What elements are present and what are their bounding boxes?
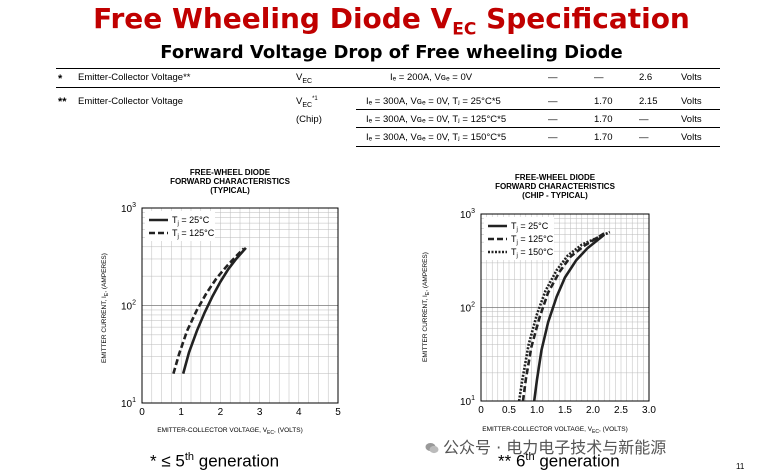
legend-label: Tj = 25°C [511,221,549,233]
min-cell: — [548,72,558,83]
typ-cell: 1.70 [594,114,613,125]
legend-box [145,211,215,241]
y-tick-label: 102 [460,302,475,315]
chart-subtitle: FORWARD CHARACTERISTICS [495,182,616,191]
wechat-icon [425,443,439,454]
footer-note-5th-gen: * ≤ 5th generation [150,451,280,471]
x-tick-label: 3.0 [642,405,656,416]
max-cell: 2.15 [639,96,658,107]
row-mark: ** [58,96,67,108]
y-tick-label: 101 [460,395,475,408]
typ-cell: — [594,72,604,83]
series-line [517,230,611,402]
chart-title: FREE-WHEEL DIODE [190,168,271,177]
plot-frame [480,213,650,402]
y-tick-label: 101 [121,397,136,410]
page-number: 11 [736,462,745,471]
chart-subtitle: FORWARD CHARACTERISTICS [170,177,291,186]
symbol-cell: VEC*1 [296,96,318,110]
param-cell: Emitter-Collector Voltage** [78,72,191,83]
series-line [181,247,247,374]
min-cell: — [548,96,558,107]
x-tick-label: 5 [335,407,341,418]
min-cell: — [548,114,558,125]
spec-table: * Emitter-Collector Voltage** VEC Iₑ = 2… [56,66,720,148]
x-tick-label: 1 [178,407,184,418]
legend-label: Tj = 125°C [172,228,215,240]
condition-cell: Iₑ = 300A, Vɢₑ = 0V, Tⱼ = 25°C*5 [366,96,501,107]
chart-subtitle2: (CHIP - TYPICAL) [522,191,588,200]
y-tick-label: 103 [460,208,475,221]
condition-cell: Iₑ = 200A, Vɢₑ = 0V [390,72,473,83]
x-tick-label: 0 [139,407,145,418]
max-cell: — [639,114,649,125]
forward-characteristics-chart-typical: FREE-WHEEL DIODE FORWARD CHARACTERISTICS… [101,168,341,436]
table-top-rule [56,68,720,69]
footer-note-6th-gen: ** 6th generation [498,451,620,471]
y-tick-label: 102 [121,300,136,313]
max-cell: — [639,132,649,143]
x-tick-label: 1.5 [558,405,572,416]
chip-note: (Chip) [296,114,322,125]
typ-cell: 1.70 [594,132,613,143]
series-line [532,233,606,402]
table-row-rule [356,109,720,110]
x-tick-label: 0.5 [502,405,516,416]
series-line [172,247,245,374]
x-tick-label: 2.0 [586,405,600,416]
row-mark: * [58,73,63,85]
chart-subtitle2: (TYPICAL) [210,186,250,195]
legend-label: Tj = 125°C [511,234,554,246]
param-cell: Emitter-Collector Voltage [78,96,184,107]
unit-cell: Volts [681,132,702,143]
chart-title: FREE-WHEEL DIODE [515,173,596,182]
slide-title: Free Wheeling Diode VEC Specification [93,2,690,40]
condition-cell: Iₑ = 300A, Vɢₑ = 0V, Tⱼ = 125°C*5 [366,114,507,125]
symbol-cell: VEC [296,72,313,85]
x-axis-label: EMITTER-COLLECTOR VOLTAGE, VEC, (VOLTS) [157,427,303,436]
forward-characteristics-chart-chip: FREE-WHEEL DIODE FORWARD CHARACTERISTICS… [422,173,656,435]
x-tick-label: 0 [478,405,484,416]
slide-subtitle: Forward Voltage Drop of Free wheeling Di… [160,42,623,63]
condition-cell: Iₑ = 300A, Vɢₑ = 0V, Tⱼ = 150°C*5 [366,132,507,143]
y-tick-label: 103 [121,202,136,215]
unit-cell: Volts [681,114,702,125]
wechat-watermark: 公众号 · 电力电子技术与新能源 [425,434,666,458]
max-cell: 2.6 [639,72,653,83]
series-line [521,232,605,402]
x-axis-label: EMITTER-COLLECTOR VOLTAGE, VEC, (VOLTS) [482,426,628,435]
table-row-rule [356,127,720,128]
plot-frame [141,207,339,404]
typ-cell: 1.70 [594,96,613,107]
y-axis-label: EMITTER CURRENT, IE, (AMPERES) [101,253,110,363]
x-tick-label: 2 [218,407,224,418]
table-row-rule [56,87,720,88]
unit-cell: Volts [681,72,702,83]
legend-label: Tj = 25°C [172,215,210,227]
min-cell: — [548,132,558,143]
unit-cell: Volts [681,96,702,107]
x-tick-label: 2.5 [614,405,628,416]
table-row-rule [356,146,720,147]
x-tick-label: 1.0 [530,405,544,416]
x-tick-label: 4 [296,407,302,418]
legend-label: Tj = 150°C [511,247,554,259]
y-axis-label: EMITTER CURRENT, IE, (AMPERES) [422,252,431,362]
x-tick-label: 3 [257,407,263,418]
